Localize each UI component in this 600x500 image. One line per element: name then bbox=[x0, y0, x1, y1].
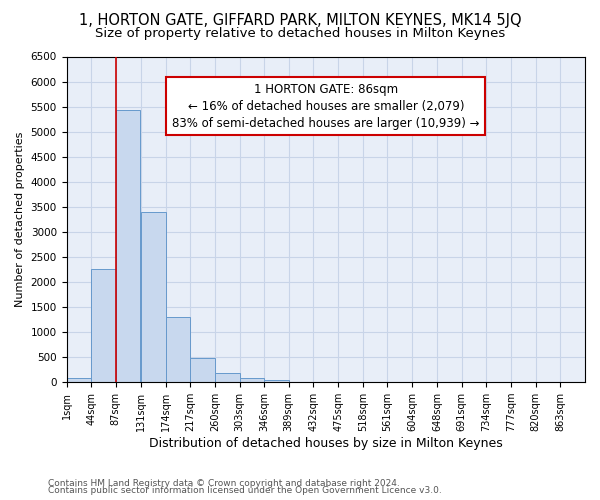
Bar bbox=[91, 270, 116, 382]
Text: 1, HORTON GATE, GIFFARD PARK, MILTON KEYNES, MK14 5JQ: 1, HORTON GATE, GIFFARD PARK, MILTON KEY… bbox=[79, 12, 521, 28]
Bar bbox=[264, 380, 289, 382]
Bar bbox=[166, 317, 190, 382]
Text: Size of property relative to detached houses in Milton Keynes: Size of property relative to detached ho… bbox=[95, 28, 505, 40]
Bar bbox=[116, 110, 140, 382]
Text: Contains public sector information licensed under the Open Government Licence v3: Contains public sector information licen… bbox=[48, 486, 442, 495]
Bar bbox=[190, 358, 215, 382]
Bar bbox=[215, 372, 239, 382]
Bar bbox=[239, 378, 264, 382]
Bar bbox=[141, 212, 166, 382]
Y-axis label: Number of detached properties: Number of detached properties bbox=[15, 132, 25, 307]
Text: 1 HORTON GATE: 86sqm
← 16% of detached houses are smaller (2,079)
83% of semi-de: 1 HORTON GATE: 86sqm ← 16% of detached h… bbox=[172, 82, 479, 130]
X-axis label: Distribution of detached houses by size in Milton Keynes: Distribution of detached houses by size … bbox=[149, 437, 503, 450]
Bar bbox=[67, 378, 91, 382]
Text: Contains HM Land Registry data © Crown copyright and database right 2024.: Contains HM Land Registry data © Crown c… bbox=[48, 478, 400, 488]
